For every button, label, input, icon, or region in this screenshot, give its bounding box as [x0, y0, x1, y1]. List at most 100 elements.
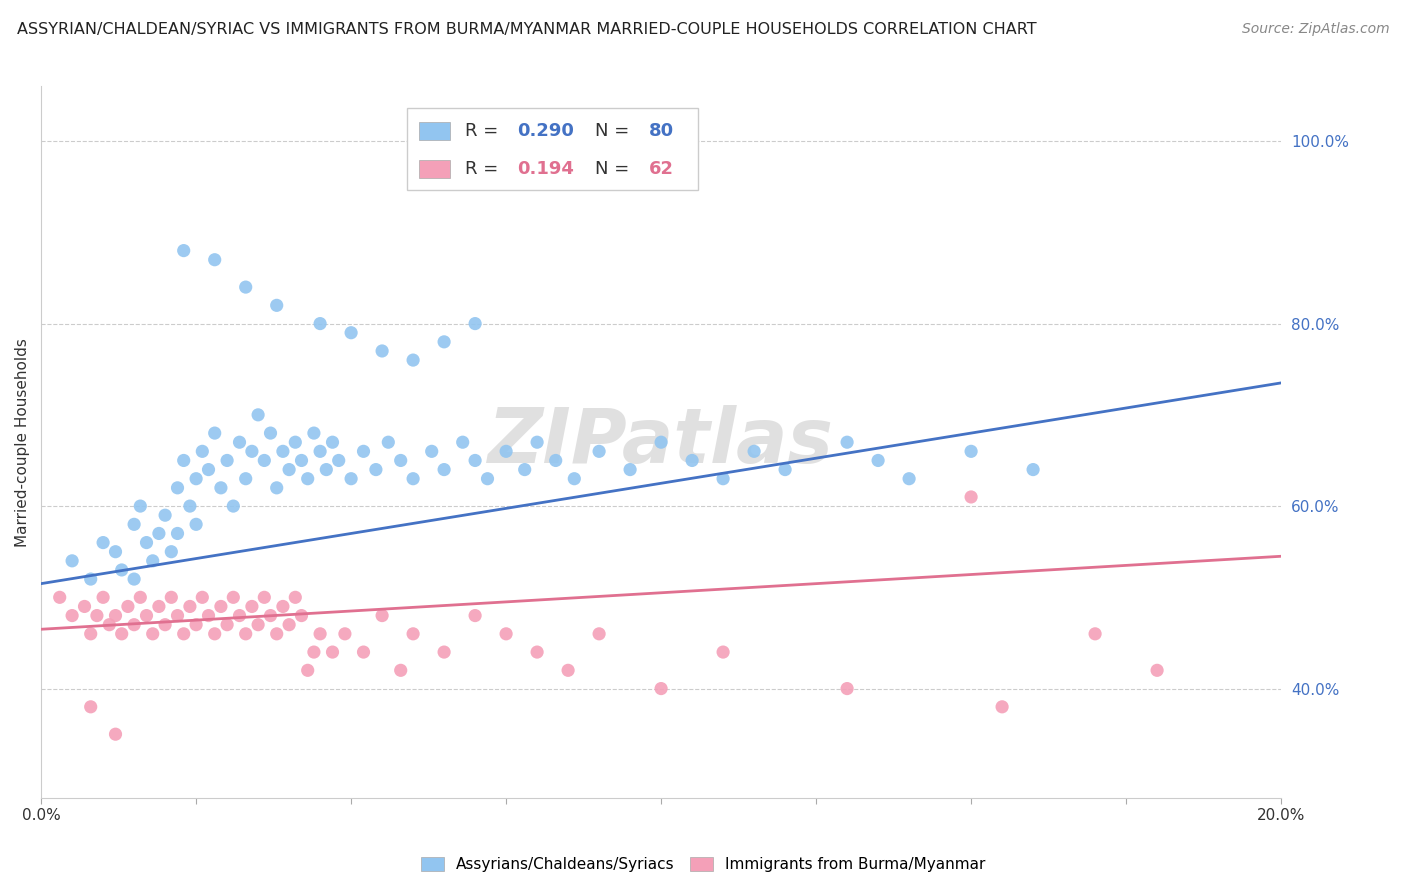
Point	[91, 591, 114, 605]
Point	[433, 334, 456, 349]
Point	[711, 645, 734, 659]
Point	[321, 435, 343, 450]
Point	[122, 572, 145, 586]
Point	[278, 462, 301, 476]
Point	[451, 435, 474, 450]
Point	[191, 444, 214, 458]
Point	[290, 608, 312, 623]
Point	[80, 627, 103, 641]
Point	[259, 426, 281, 441]
Point	[960, 444, 983, 458]
Point	[309, 444, 332, 458]
Point	[340, 326, 363, 340]
Point	[278, 617, 301, 632]
Point	[184, 617, 207, 632]
Point	[204, 627, 226, 641]
Point	[148, 599, 170, 614]
Point	[135, 535, 157, 549]
Point	[80, 572, 103, 586]
Text: ASSYRIAN/CHALDEAN/SYRIAC VS IMMIGRANTS FROM BURMA/MYANMAR MARRIED-COUPLE HOUSEHO: ASSYRIAN/CHALDEAN/SYRIAC VS IMMIGRANTS F…	[17, 22, 1036, 37]
Point	[253, 591, 276, 605]
Point	[284, 591, 307, 605]
Point	[253, 453, 276, 467]
Point	[389, 663, 412, 677]
Point	[222, 499, 245, 513]
Point	[835, 435, 858, 450]
Point	[991, 699, 1014, 714]
Point	[235, 472, 257, 486]
Point	[179, 599, 201, 614]
Point	[495, 444, 517, 458]
Point	[197, 462, 219, 476]
Point	[402, 353, 425, 368]
Point	[117, 599, 139, 614]
Point	[197, 608, 219, 623]
FancyBboxPatch shape	[406, 108, 699, 190]
Point	[48, 591, 70, 605]
Point	[129, 499, 152, 513]
Point	[266, 298, 288, 312]
Text: N =: N =	[595, 160, 636, 178]
Point	[259, 608, 281, 623]
Point	[1084, 627, 1107, 641]
Point	[98, 617, 121, 632]
Point	[309, 627, 332, 641]
Point	[209, 599, 232, 614]
Point	[142, 627, 165, 641]
Point	[526, 645, 548, 659]
Point	[111, 627, 134, 641]
Point	[650, 435, 672, 450]
Point	[104, 608, 127, 623]
Point	[650, 681, 672, 696]
Point	[204, 426, 226, 441]
Point	[371, 608, 394, 623]
Point	[73, 599, 96, 614]
Text: 80: 80	[648, 121, 673, 140]
Point	[142, 554, 165, 568]
Point	[122, 617, 145, 632]
Point	[153, 508, 176, 523]
Point	[960, 490, 983, 504]
Point	[557, 663, 579, 677]
Point	[835, 681, 858, 696]
Point	[191, 591, 214, 605]
Point	[562, 472, 585, 486]
Point	[389, 453, 412, 467]
Point	[302, 645, 325, 659]
Point	[333, 627, 356, 641]
Text: 0.290: 0.290	[517, 121, 574, 140]
Point	[173, 627, 195, 641]
Point	[173, 453, 195, 467]
Point	[129, 591, 152, 605]
Bar	[419, 161, 450, 178]
Point	[495, 627, 517, 641]
Point	[271, 599, 294, 614]
Point	[80, 699, 103, 714]
Point	[464, 317, 486, 331]
Point	[353, 645, 375, 659]
Point	[377, 435, 399, 450]
Point	[122, 517, 145, 532]
Point	[160, 545, 183, 559]
Point	[364, 462, 387, 476]
Point	[60, 608, 83, 623]
Point	[588, 627, 610, 641]
Point	[315, 462, 337, 476]
Point	[588, 444, 610, 458]
Point	[681, 453, 703, 467]
Point	[91, 535, 114, 549]
Point	[402, 472, 425, 486]
Point	[235, 280, 257, 294]
Point	[433, 462, 456, 476]
Point	[166, 481, 188, 495]
Point	[222, 591, 245, 605]
Point	[184, 517, 207, 532]
Text: R =: R =	[465, 160, 505, 178]
Point	[173, 244, 195, 258]
Y-axis label: Married-couple Households: Married-couple Households	[15, 338, 30, 547]
Bar	[419, 121, 450, 139]
Point	[464, 608, 486, 623]
Text: 62: 62	[648, 160, 673, 178]
Point	[371, 343, 394, 358]
Point	[228, 435, 250, 450]
